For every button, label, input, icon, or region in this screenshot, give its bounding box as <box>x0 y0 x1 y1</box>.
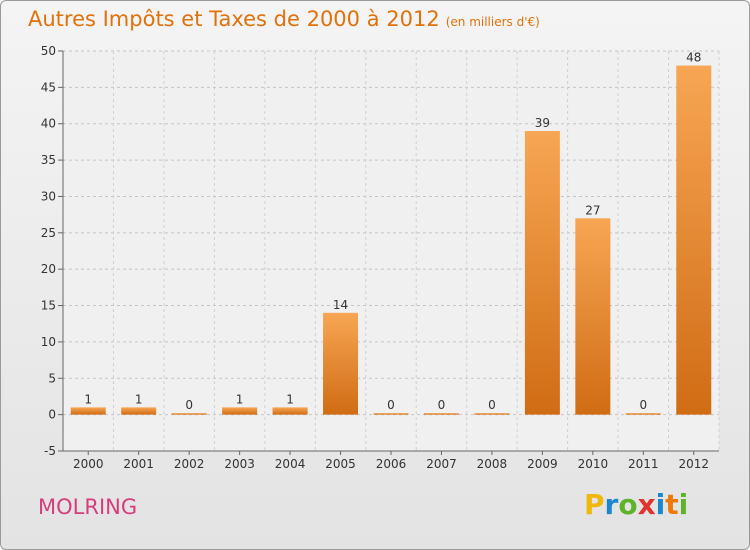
y-tick-label: 20 <box>41 262 56 276</box>
bar-2007 <box>423 413 459 415</box>
x-tick-label-2002: 2002 <box>174 457 205 471</box>
y-tick-label: 5 <box>48 371 56 385</box>
bar-2004 <box>272 407 308 415</box>
x-tick-label-2004: 2004 <box>275 457 306 471</box>
bar-2008 <box>474 413 510 415</box>
logo-letter: t <box>665 488 679 521</box>
value-label-2000: 1 <box>84 392 92 406</box>
logo-letter: P <box>584 488 605 521</box>
value-label-2009: 39 <box>535 116 550 130</box>
y-tick-label: 45 <box>41 80 56 94</box>
value-label-2001: 1 <box>135 392 143 406</box>
bar-2001 <box>121 407 157 415</box>
value-label-2012: 48 <box>686 51 701 65</box>
y-tick-label: 30 <box>41 189 56 203</box>
location-label: MOLRING <box>38 495 138 519</box>
value-label-2008: 0 <box>488 398 496 412</box>
value-label-2006: 0 <box>387 398 395 412</box>
logo-letter: i <box>678 488 689 521</box>
x-tick-label-2007: 2007 <box>426 457 457 471</box>
x-tick-label-2006: 2006 <box>376 457 407 471</box>
x-tick-label-2011: 2011 <box>628 457 659 471</box>
logo-letter: r <box>604 488 619 521</box>
bar-2006 <box>373 413 409 415</box>
y-tick-label: 10 <box>41 335 56 349</box>
x-tick-label-2001: 2001 <box>123 457 154 471</box>
value-label-2003: 1 <box>236 392 244 406</box>
bar-2010 <box>575 218 611 415</box>
x-tick-label-2010: 2010 <box>578 457 609 471</box>
y-tick-label: 35 <box>41 153 56 167</box>
bar-2011 <box>625 413 661 415</box>
logo-letter: x <box>637 488 656 521</box>
y-tick-label: 15 <box>41 299 56 313</box>
bar-2002 <box>171 413 207 415</box>
bar-2003 <box>222 407 258 415</box>
value-label-2002: 0 <box>185 398 193 412</box>
chart-title: Autres Impôts et Taxes de 2000 à 2012 (en… <box>28 7 540 31</box>
bar-2009 <box>524 131 560 415</box>
logo-letter: i <box>655 488 666 521</box>
proxiti-logo: Proxiti <box>584 488 688 521</box>
chart-title-text: Autres Impôts et Taxes de 2000 à 2012 <box>28 7 440 31</box>
x-tick-label-2008: 2008 <box>477 457 508 471</box>
x-tick-label-2009: 2009 <box>527 457 558 471</box>
chart-subtitle: (en milliers d'€) <box>445 15 540 29</box>
x-tick-label-2000: 2000 <box>73 457 104 471</box>
plot-area <box>63 51 719 451</box>
bar-2000 <box>70 407 106 415</box>
value-label-2007: 0 <box>438 398 446 412</box>
value-label-2010: 27 <box>585 203 600 217</box>
logo-letter: o <box>618 488 638 521</box>
y-tick-label: 50 <box>41 44 56 58</box>
value-label-2005: 14 <box>333 298 348 312</box>
y-tick-label: 0 <box>48 408 56 422</box>
bar-2012 <box>676 65 712 415</box>
x-tick-label-2012: 2012 <box>678 457 709 471</box>
value-label-2004: 1 <box>286 392 294 406</box>
bar-2005 <box>323 312 359 415</box>
x-tick-label-2005: 2005 <box>325 457 356 471</box>
y-tick-label: -5 <box>44 444 56 458</box>
value-label-2011: 0 <box>639 398 647 412</box>
y-tick-label: 40 <box>41 117 56 131</box>
x-tick-label-2003: 2003 <box>224 457 255 471</box>
y-tick-label: 25 <box>41 226 56 240</box>
